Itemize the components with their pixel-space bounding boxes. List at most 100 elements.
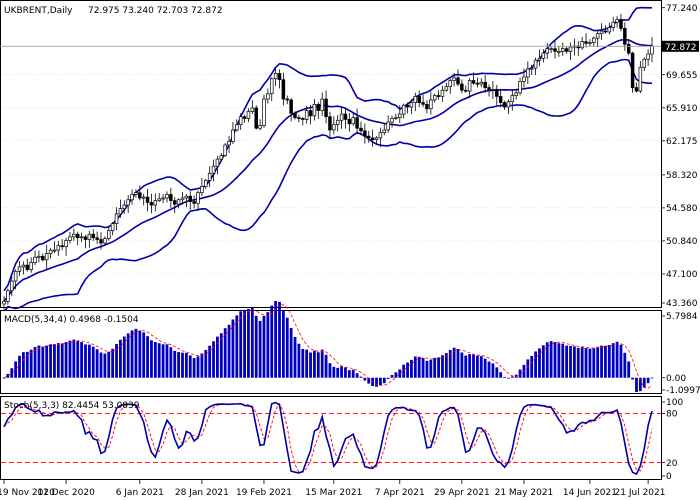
candle — [557, 45, 561, 57]
candle — [52, 241, 57, 253]
macd-bar — [84, 344, 87, 378]
candle — [289, 97, 293, 122]
macd-bar — [441, 355, 444, 378]
macd-bar — [208, 345, 212, 378]
macd-bar — [336, 367, 340, 378]
macd-bar — [584, 347, 588, 378]
candle — [518, 77, 522, 96]
stoch-tick-label: 20 — [666, 459, 678, 469]
candle — [219, 152, 224, 161]
candle — [293, 111, 297, 120]
candle — [207, 166, 212, 188]
macd-bar — [572, 346, 576, 378]
macd-bar — [545, 342, 549, 378]
candle — [328, 111, 332, 139]
macd-bar — [596, 346, 600, 378]
macd-bar — [22, 352, 25, 378]
macd-bar — [107, 351, 111, 378]
macd-bar — [375, 377, 378, 387]
candle — [134, 189, 138, 198]
candle — [343, 108, 348, 129]
candle — [425, 100, 429, 114]
candle — [64, 237, 68, 256]
macd-bar — [41, 346, 45, 378]
candle — [498, 88, 503, 108]
macd-bar — [223, 328, 227, 378]
macd-bar — [402, 364, 406, 378]
macd-bar — [433, 357, 437, 378]
candle — [432, 93, 437, 103]
macd-bar — [495, 367, 499, 378]
candle — [83, 234, 88, 249]
macd-bar — [289, 328, 293, 378]
macd-bar — [301, 348, 305, 378]
macd-bar — [281, 310, 285, 378]
macd-bar — [53, 344, 56, 378]
macd-bar — [103, 353, 107, 378]
macd-bar — [557, 343, 561, 378]
macd-bar — [332, 366, 336, 378]
candle — [603, 25, 608, 34]
time-tick-label: 19 Feb 2021 — [236, 488, 292, 498]
macd-bar — [111, 348, 115, 378]
candle — [460, 79, 464, 94]
candle — [99, 232, 103, 250]
macd-bar — [126, 333, 130, 378]
candle — [332, 116, 336, 135]
macd-bar — [258, 320, 262, 378]
candle — [526, 61, 530, 84]
macd-bar — [309, 352, 312, 378]
current-price-tag-label: 72.872 — [665, 43, 697, 53]
candle — [599, 23, 604, 40]
macd-tick-label: 0.00 — [666, 374, 686, 384]
macd-bar — [518, 369, 522, 378]
time-tick-label: 7 Apr 2021 — [375, 488, 425, 498]
macd-bar — [363, 377, 367, 381]
candle — [118, 199, 123, 218]
candle — [564, 46, 569, 54]
candle — [180, 192, 185, 205]
macd-bar — [14, 361, 18, 378]
candle — [417, 90, 421, 108]
candle — [153, 193, 158, 212]
macd-bar — [250, 307, 254, 378]
candle — [6, 288, 10, 305]
candle — [320, 92, 324, 116]
macd-bar — [510, 376, 514, 378]
candle — [401, 103, 406, 119]
macd-bar — [437, 357, 440, 378]
time-tick-label: 28 Jan 2021 — [175, 488, 229, 498]
candle — [169, 187, 173, 208]
candle — [363, 123, 367, 144]
candle — [157, 193, 161, 203]
macd-bar — [64, 342, 68, 378]
macd-bar — [254, 315, 258, 378]
candle — [37, 250, 41, 263]
macd-bar — [153, 342, 157, 378]
macd-bar — [6, 373, 10, 378]
macd-bar — [134, 328, 138, 378]
candle — [122, 200, 127, 214]
macd-bar — [122, 336, 126, 378]
macd-bar — [204, 349, 208, 378]
macd-bar — [142, 332, 146, 378]
candle — [273, 68, 278, 86]
candle — [242, 114, 247, 123]
candle — [510, 89, 515, 111]
candle — [642, 57, 646, 72]
macd-bar — [398, 369, 402, 378]
candle — [250, 100, 255, 114]
macd-bar — [150, 340, 153, 378]
macd-bar — [444, 353, 448, 378]
macd-bar — [169, 347, 173, 378]
macd-bar — [313, 350, 316, 378]
candle — [595, 29, 600, 48]
macd-bar — [231, 319, 235, 378]
candle — [13, 269, 18, 290]
candle — [196, 190, 200, 211]
macd-histogram — [2, 301, 654, 392]
candle — [301, 116, 305, 126]
macd-bar — [274, 301, 278, 378]
macd-bar — [503, 376, 506, 378]
